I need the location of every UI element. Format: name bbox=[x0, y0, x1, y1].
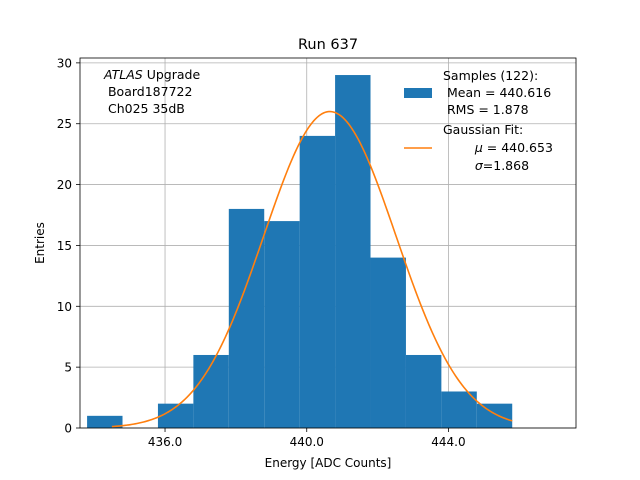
legend-fit-sigma-value: =1.868 bbox=[483, 158, 529, 173]
y-axis-ticks: 0 5 10 15 20 25 30 bbox=[57, 56, 80, 436]
legend-fit-title: Gaussian Fit: bbox=[443, 122, 523, 137]
legend-samples-rms: RMS = 1.878 bbox=[443, 102, 529, 117]
gaussian-fit-curve bbox=[111, 110, 513, 428]
y-axis-label: Entries bbox=[33, 222, 47, 264]
histogram-bar-11 bbox=[476, 403, 513, 428]
plot-frame bbox=[79, 57, 577, 429]
histogram-bar-0 bbox=[87, 415, 123, 428]
histogram-bar-8 bbox=[370, 257, 406, 428]
histogram-bar-7 bbox=[335, 75, 371, 428]
x-axis-ticks: 436.0 440.0 444.0 bbox=[148, 428, 466, 449]
legend-fit-mu-value: = 440.653 bbox=[483, 140, 553, 155]
histogram-bar-3 bbox=[193, 354, 229, 428]
legend-samples-title: Samples (122): bbox=[443, 68, 538, 83]
histogram-bars bbox=[87, 75, 513, 429]
annotation-line-2: Board187722 bbox=[104, 84, 192, 99]
y-tick-label-2: 10 bbox=[57, 300, 72, 314]
legend: Samples (122): Mean = 440.616 RMS = 1.87… bbox=[404, 68, 573, 173]
annotation-line-3: Ch025 35dB bbox=[104, 101, 185, 116]
histogram-bar-5 bbox=[264, 221, 300, 428]
legend-samples-mean: Mean = 440.616 bbox=[443, 85, 551, 100]
histogram-bar-10 bbox=[441, 391, 477, 428]
annotation-box: ATLAS Upgrade Board187722 Ch025 35dB bbox=[103, 67, 200, 116]
legend-fit-sigma-symbol: σ bbox=[475, 158, 484, 173]
chart-title: Run 637 bbox=[298, 37, 358, 53]
x-tick-label-0: 436.0 bbox=[148, 435, 182, 449]
x-tick-label-1: 440.0 bbox=[290, 435, 324, 449]
histogram-bar-6 bbox=[299, 135, 336, 429]
annotation-line-1: ATLAS Upgrade bbox=[103, 67, 200, 82]
legend-fit-mu: μ = 440.653 bbox=[447, 140, 573, 155]
annotation-atlas: ATLAS bbox=[103, 67, 143, 82]
y-tick-label-6: 30 bbox=[57, 56, 72, 70]
legend-fit-mu-symbol: μ bbox=[474, 140, 483, 155]
histogram-bar-9 bbox=[405, 354, 442, 428]
y-tick-label-5: 25 bbox=[57, 117, 72, 131]
annotation-upgrade: Upgrade bbox=[143, 67, 201, 82]
x-tick-label-2: 444.0 bbox=[431, 435, 465, 449]
histogram-bar-4 bbox=[228, 208, 265, 428]
y-tick-label-4: 20 bbox=[57, 178, 72, 192]
y-tick-label-3: 15 bbox=[57, 239, 72, 253]
y-tick-label-0: 0 bbox=[64, 422, 72, 436]
legend-samples-swatch bbox=[404, 88, 432, 98]
y-tick-label-1: 5 bbox=[64, 361, 72, 375]
legend-fit-sigma: σ=1.868 bbox=[447, 158, 549, 173]
x-axis-label: Energy [ADC Counts] bbox=[265, 456, 392, 470]
